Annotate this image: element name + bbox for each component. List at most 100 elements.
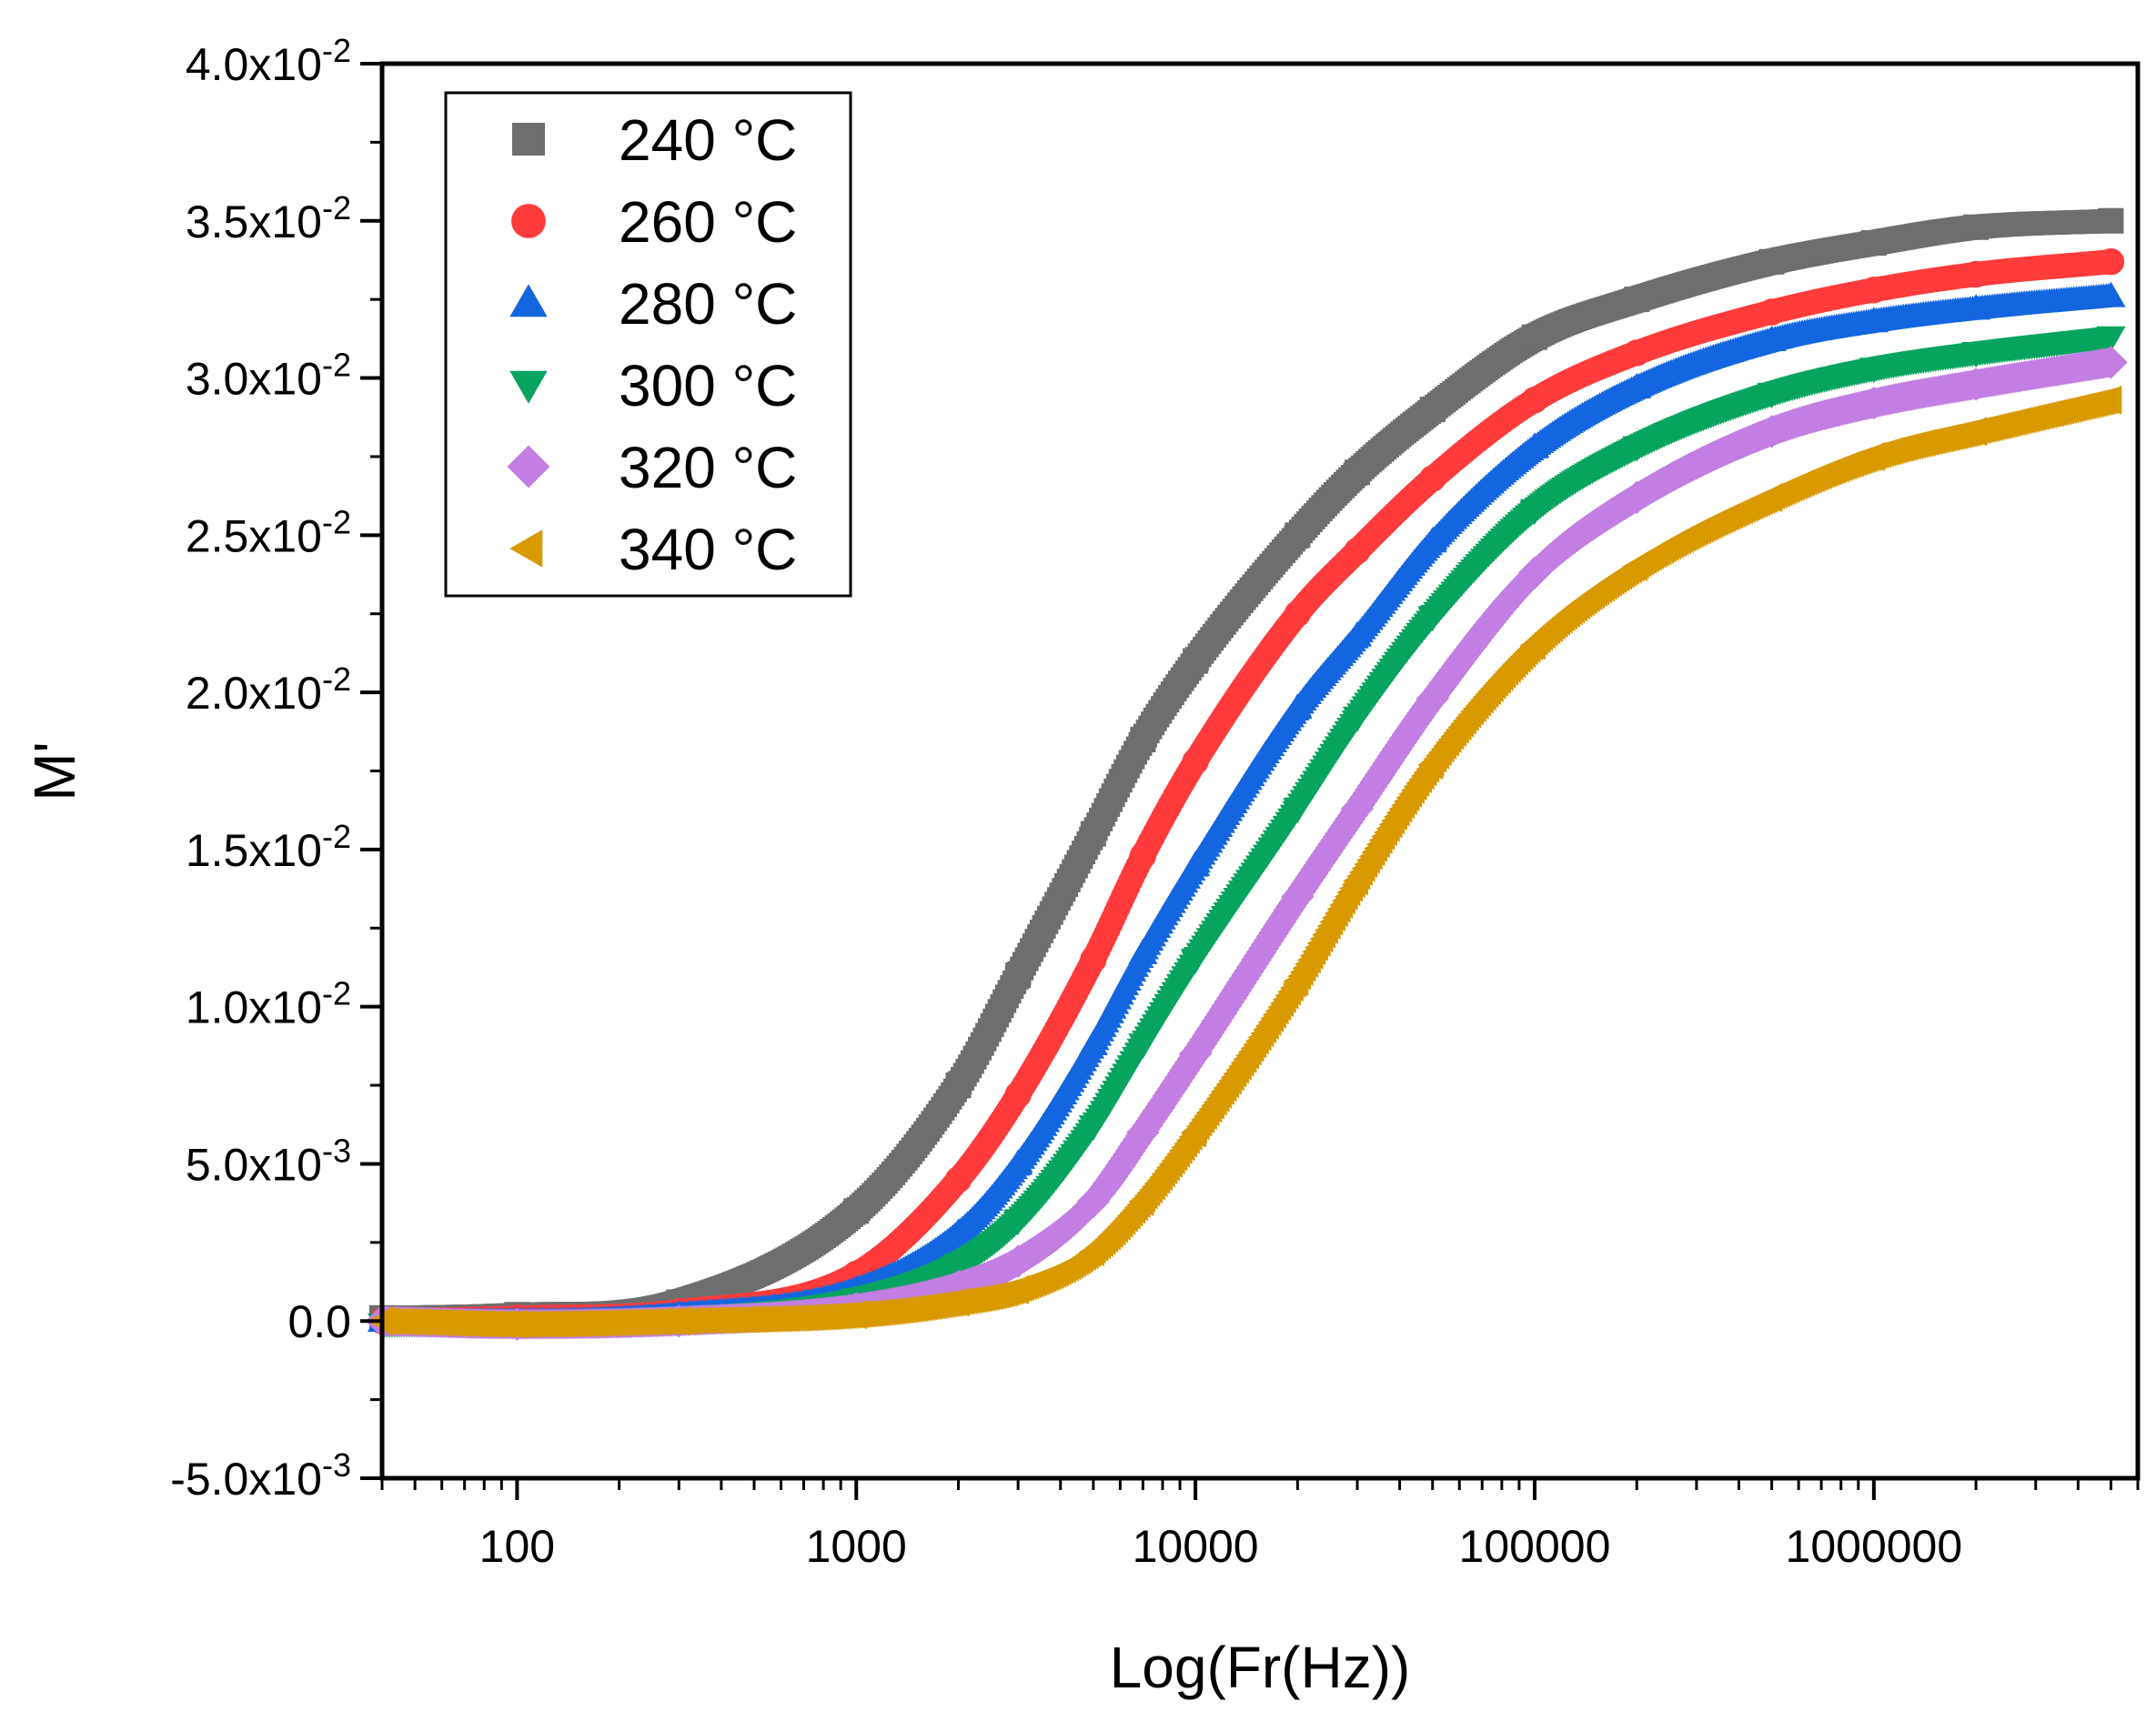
data-point (1755, 415, 1788, 448)
legend: 240 °C 260 °C 280 °C 300 °C 320 °C 340 °C (444, 91, 852, 598)
y-tick-label: 4.0x10-2 (186, 32, 351, 90)
data-point (1521, 387, 1548, 414)
legend-item: 320 °C (507, 435, 797, 500)
data-point (943, 1218, 973, 1244)
legend-label: 340 °C (619, 517, 797, 582)
legend-label: 320 °C (619, 435, 797, 500)
data-point (1517, 556, 1552, 589)
legend-label: 280 °C (619, 271, 797, 337)
legend-marker (509, 284, 548, 317)
data-point (1128, 1186, 1154, 1217)
data-point (1004, 1081, 1032, 1109)
y-tick-label: 3.5x10-2 (186, 189, 351, 247)
data-point (1003, 1209, 1033, 1235)
y-tick-label: 0.0 (287, 1296, 351, 1347)
data-point (1344, 537, 1371, 565)
legend-label: 260 °C (619, 189, 797, 255)
data-point (1001, 1244, 1035, 1278)
data-point (1960, 342, 1991, 368)
data-point (1416, 681, 1449, 716)
x-tick-label: 100000 (1459, 1521, 1611, 1572)
data-point (1758, 248, 1785, 275)
x-tick-label: 1000 (806, 1521, 907, 1572)
y-axis-title: M' (22, 741, 87, 801)
data-point (1417, 527, 1447, 553)
tick-layer: 100 1000 10000 100000 1000000 -5.0x10-3 0.0 5.0… (170, 32, 2140, 1572)
data-point (1283, 693, 1313, 720)
y-tick-label: 1.0x10-2 (186, 975, 351, 1033)
data-point (1960, 294, 1991, 320)
data-point (1181, 851, 1211, 877)
data-point (1003, 1149, 1033, 1175)
data-point (1128, 1033, 1158, 1060)
data-point (1624, 287, 1650, 313)
data-point (1859, 441, 1885, 472)
data-point (1284, 600, 1312, 628)
data-point (1623, 339, 1650, 367)
legend-marker (509, 529, 543, 568)
data-point (2097, 248, 2125, 276)
legend-marker (512, 123, 545, 156)
data-point (2096, 385, 2122, 415)
data-point (1080, 946, 1107, 973)
data-point (1757, 482, 1783, 512)
data-point (1419, 465, 1446, 492)
data-point (1757, 325, 1787, 351)
data-point (1130, 726, 1156, 752)
data-point (1758, 298, 1786, 326)
data-point (664, 1306, 690, 1336)
data-point (1419, 397, 1446, 423)
data-point (1078, 1030, 1108, 1056)
data-point (1622, 436, 1652, 462)
data-point (1181, 948, 1211, 974)
data-point (1182, 748, 1209, 775)
data-point (944, 1166, 972, 1193)
data-point (1521, 324, 1547, 350)
legend-marker (511, 204, 546, 238)
data-point (1181, 1117, 1207, 1147)
y-tick-label: 3.0x10-2 (186, 347, 351, 405)
data-point (1417, 606, 1447, 632)
data-point (1003, 1274, 1030, 1304)
data-point (1281, 880, 1315, 913)
series-layer (365, 207, 2128, 1341)
data-point (1078, 1115, 1108, 1142)
data-point (1080, 821, 1106, 847)
data-point (1959, 368, 1993, 401)
data-point (2094, 346, 2128, 379)
data-point (1285, 522, 1311, 549)
data-point (1963, 214, 1990, 240)
legend-marker (507, 445, 550, 488)
data-point (1342, 706, 1373, 732)
data-point (1417, 750, 1444, 780)
data-point (1128, 938, 1158, 964)
data-point (1183, 648, 1209, 674)
data-point (1345, 459, 1371, 486)
data-point (942, 1270, 975, 1304)
data-point (841, 1300, 868, 1330)
data-point (1519, 630, 1546, 660)
data-point (1340, 791, 1375, 826)
data-point (1342, 620, 1373, 647)
data-point (1860, 277, 1888, 304)
data-point (1283, 966, 1309, 997)
legend-marker (509, 370, 548, 404)
legend-items: 240 °C 260 °C 280 °C 300 °C 320 °C 340 °C (507, 107, 797, 582)
data-point (943, 1287, 970, 1317)
y-tick-label: 2.0x10-2 (186, 660, 351, 719)
y-tick-label: -5.0x10-3 (170, 1446, 351, 1505)
data-point (1078, 1237, 1104, 1267)
data-point (502, 1309, 529, 1339)
data-point (1962, 260, 1990, 288)
data-point (1129, 842, 1157, 870)
data-point (1178, 1037, 1213, 1071)
data-point (1519, 498, 1550, 525)
data-point (1622, 372, 1652, 398)
legend-item: 260 °C (511, 189, 797, 255)
data-point (843, 1198, 870, 1224)
data-point (1859, 307, 1889, 333)
data-point (1519, 432, 1550, 458)
y-tick-label: 2.5x10-2 (186, 503, 351, 561)
data-point (1005, 962, 1032, 989)
